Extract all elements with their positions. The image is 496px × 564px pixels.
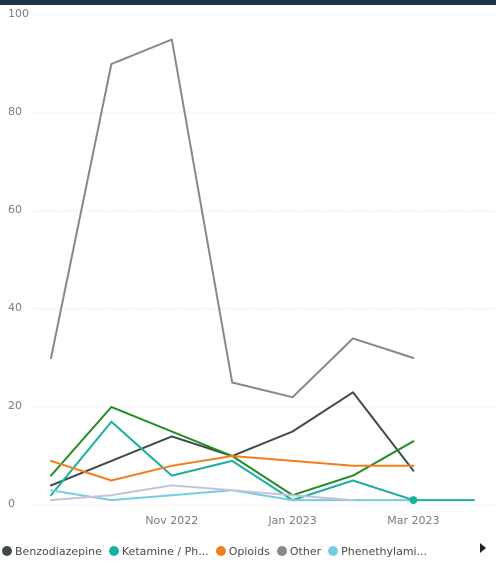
series-line-1 xyxy=(50,38,415,399)
legend-item-phenethylamine[interactable]: Phenethylami... xyxy=(328,545,427,558)
y-tick-label: 0 xyxy=(8,497,15,510)
legend-item-benzodiazepine[interactable]: Benzodiazepine xyxy=(2,545,102,558)
y-tick-label: 60 xyxy=(8,203,22,216)
series-line-4 xyxy=(50,420,475,502)
y-tick-label: 20 xyxy=(8,399,22,412)
y-axis-ticks: 0 20 40 60 80 100 xyxy=(8,7,29,510)
gridlines xyxy=(34,14,496,506)
y-tick-label: 40 xyxy=(8,301,22,314)
legend-dot xyxy=(328,546,339,556)
series-markers xyxy=(409,496,418,505)
legend-item-opioids[interactable]: Opioids xyxy=(215,544,270,558)
legend-label: Benzodiazepine xyxy=(15,544,102,558)
legend-dot xyxy=(2,546,12,556)
x-tick-label: Mar 2023 xyxy=(387,514,439,527)
legend-dot xyxy=(108,546,119,556)
series-line-7 xyxy=(50,484,354,502)
legend-item-other[interactable]: Other xyxy=(276,544,322,558)
legend-label: Other xyxy=(289,544,322,558)
legend-dot xyxy=(215,546,226,556)
y-tick-label: 80 xyxy=(8,105,22,118)
series-line-5 xyxy=(50,455,415,482)
legend-label: Ketamine / Ph... xyxy=(121,544,209,558)
y-tick-label: 100 xyxy=(8,7,29,20)
x-tick-label: Nov 2022 xyxy=(145,514,198,527)
legend-label: Phenethylami... xyxy=(341,544,428,558)
legend-next-arrow-icon[interactable] xyxy=(480,543,486,553)
top-border-bar xyxy=(0,0,496,5)
x-tick-label: Jan 2023 xyxy=(267,514,316,527)
legend-item-ketamine[interactable]: Ketamine / Ph... xyxy=(108,544,209,558)
legend-dot xyxy=(276,546,287,556)
legend-label: Opioids xyxy=(228,544,270,558)
data-point-marker xyxy=(409,496,418,505)
series-lines xyxy=(50,38,475,502)
chart-legend: Benzodiazepine Ketamine / Ph... Opioids … xyxy=(2,540,496,562)
